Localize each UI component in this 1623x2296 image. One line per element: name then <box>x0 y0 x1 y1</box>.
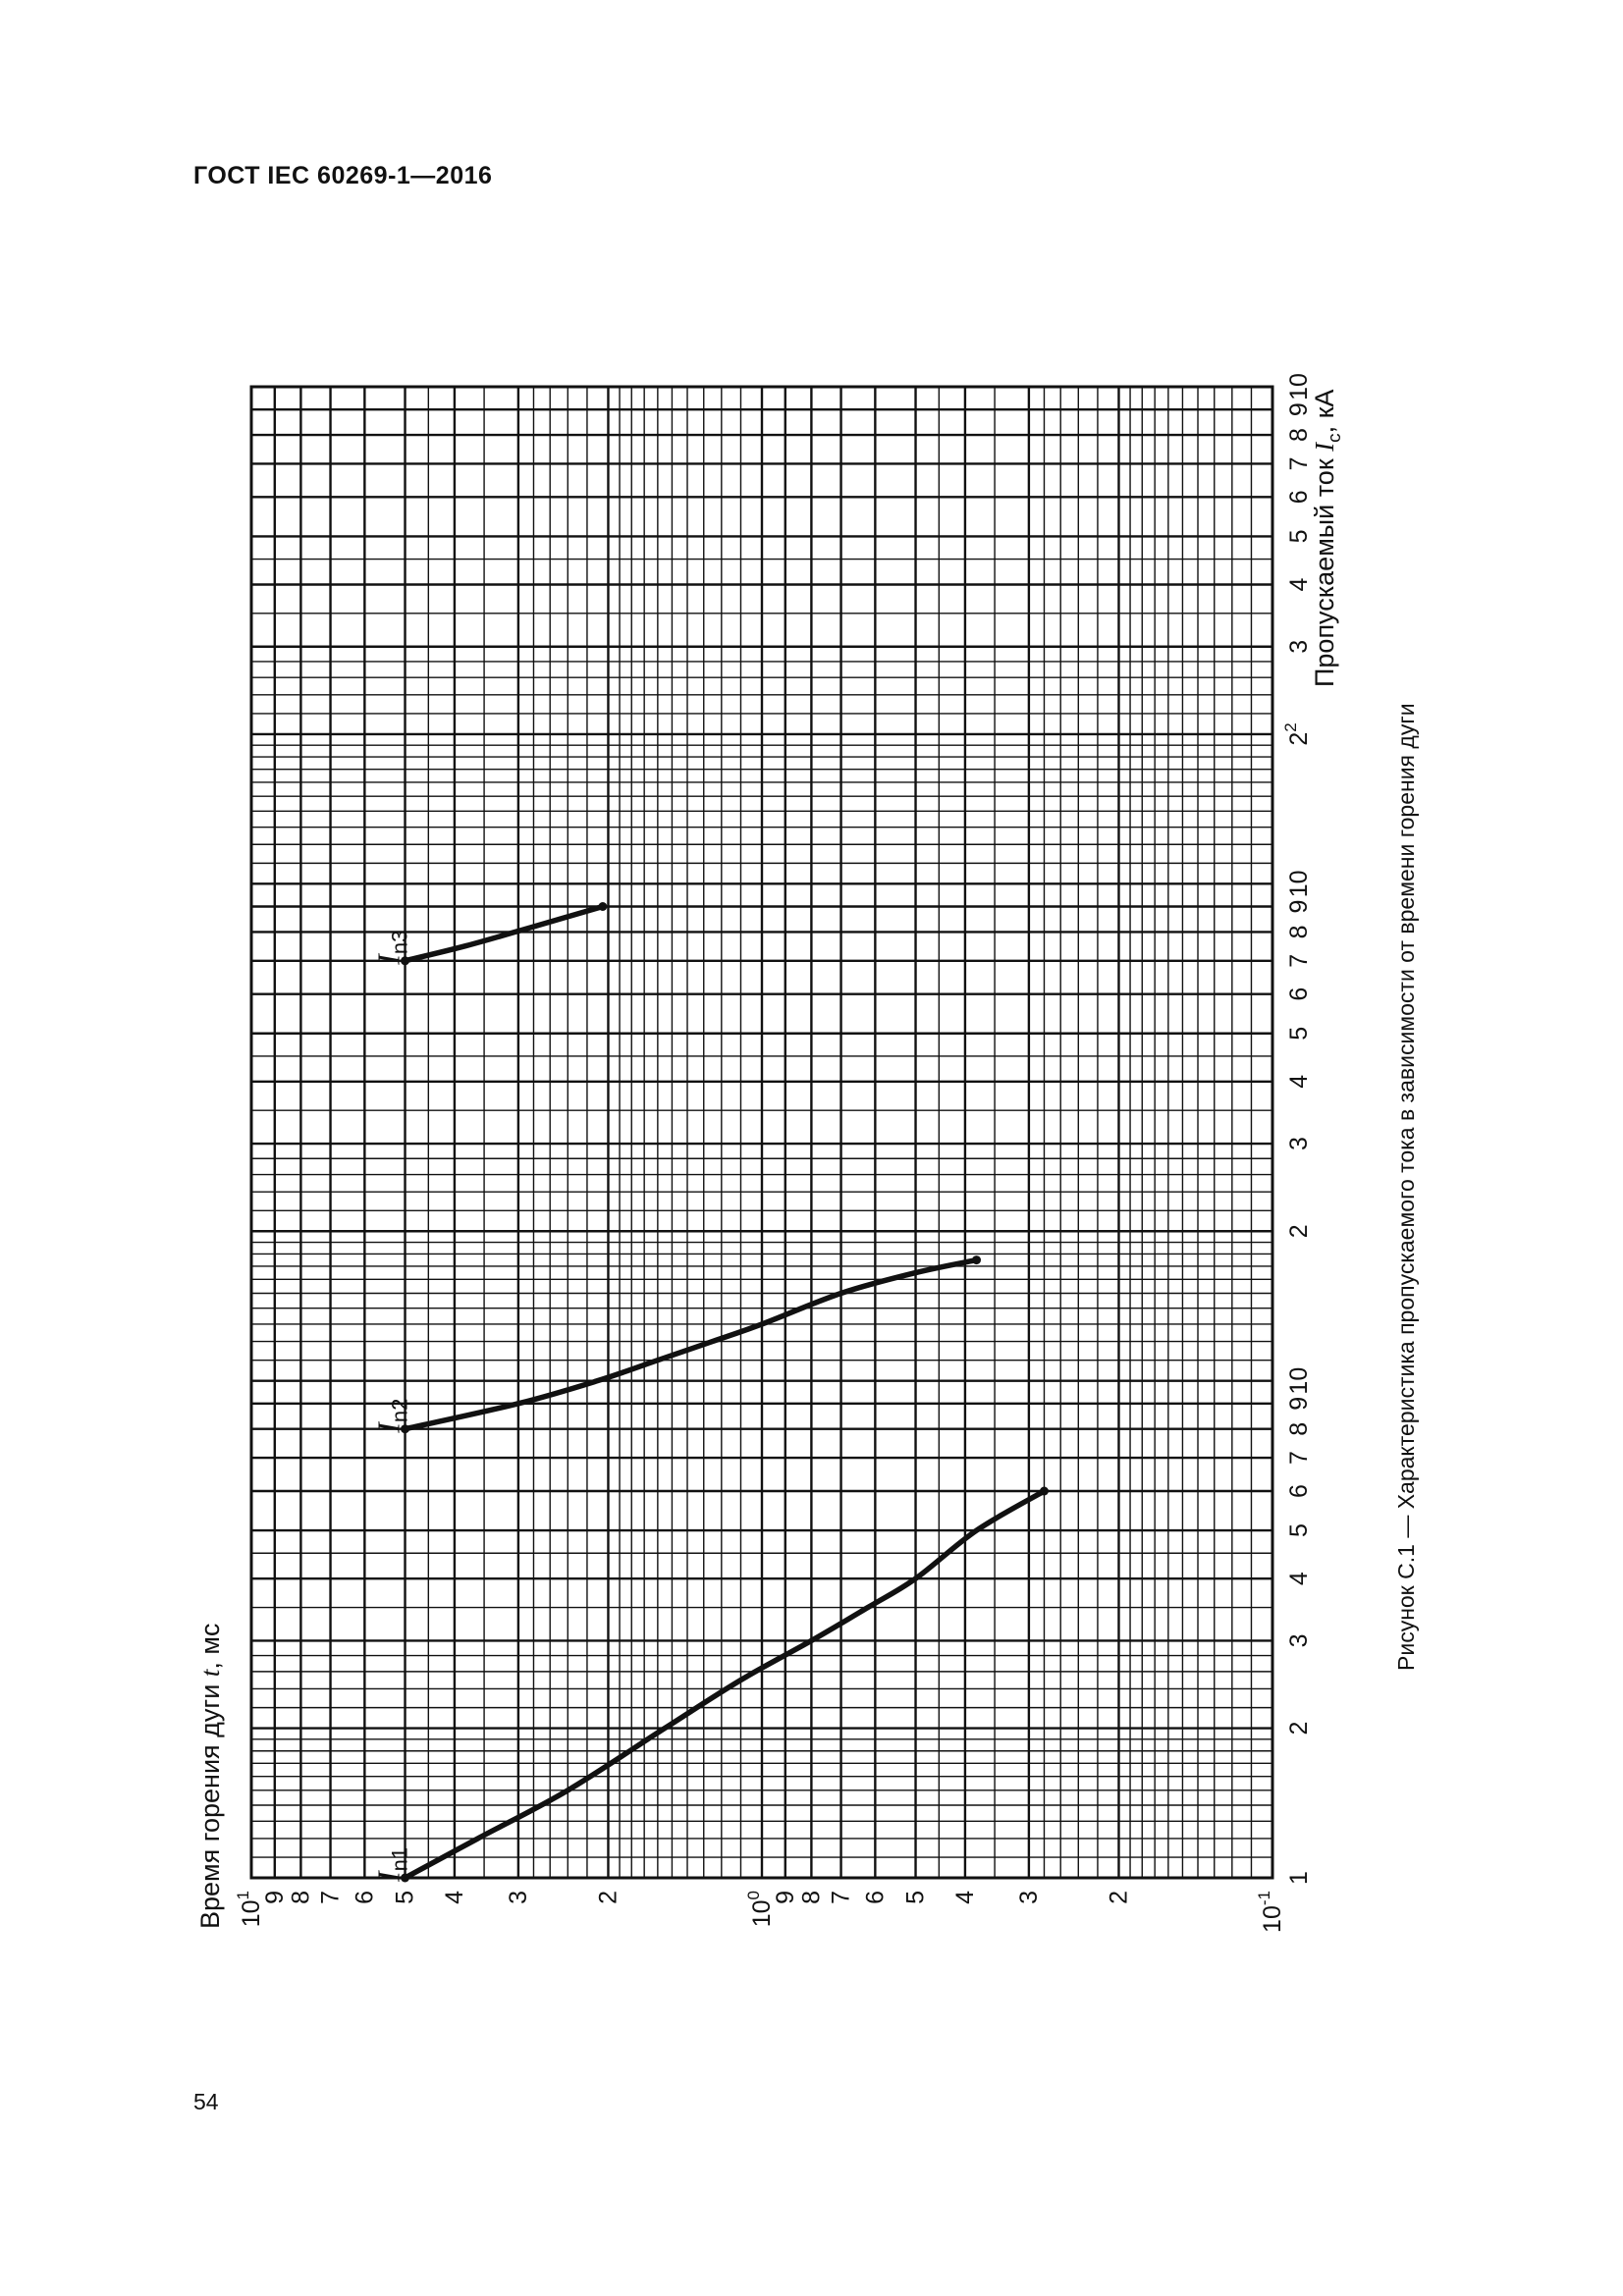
x-tick-label: 1 <box>1285 1871 1313 1885</box>
x-tick-label: 7 <box>1285 456 1313 470</box>
x-axis-label-part: , кА <box>1310 390 1339 434</box>
x-axis-label-part: c <box>1325 433 1345 442</box>
x-tick-label: 10 <box>1285 870 1313 897</box>
y-axis-label-part: Время горения дуги <box>195 1677 225 1929</box>
series-label-n3: In3 <box>371 931 412 966</box>
series-label-subscript: n1 <box>388 1847 412 1871</box>
series-start-point-n3 <box>401 956 410 966</box>
series-line-n3 <box>402 903 606 964</box>
x-axis-label-part: I <box>1310 441 1339 453</box>
series-line-n2 <box>402 1256 980 1432</box>
x-tick-label: 8 <box>1285 428 1313 442</box>
x-axis-label: Пропускаемый ток Ic, кА <box>1310 390 1345 687</box>
y-tick-label: 6 <box>861 1891 889 1904</box>
y-tick-label: 8 <box>287 1891 314 1904</box>
y-tick-label: 4 <box>951 1891 979 1904</box>
figure-caption: Рисунок С.1 — Характеристика пропускаемо… <box>1393 703 1419 1671</box>
y-tick-label: 2 <box>594 1891 622 1904</box>
y-tick-label: 7 <box>317 1891 345 1904</box>
y-tick-label: 3 <box>1015 1891 1043 1904</box>
document-header: ГОСТ IEC 60269-1—2016 <box>193 162 493 189</box>
series-end-point-n3 <box>598 902 608 912</box>
x-tick-label: 5 <box>1285 1523 1313 1537</box>
x-tick-label: 10 <box>1285 1367 1313 1395</box>
x-tick-label: 7 <box>1285 954 1313 968</box>
series-end-point-n2 <box>972 1255 982 1265</box>
y-tick-label: 5 <box>392 1891 419 1904</box>
y-tick-label: 2 <box>1105 1891 1132 1904</box>
x-tick-label: 3 <box>1285 1633 1313 1647</box>
y-tick-label: 10-1 <box>1255 1891 1286 1933</box>
series-start-point-n1 <box>401 1873 410 1883</box>
x-tick-label: 8 <box>1285 1422 1313 1436</box>
y-axis-label-part: , мс <box>195 1624 225 1670</box>
y-tick-label: 4 <box>441 1891 468 1904</box>
x-tick-label: 3 <box>1285 1137 1313 1150</box>
x-tick-label: 8 <box>1285 925 1313 938</box>
y-tick-label: 7 <box>828 1891 855 1904</box>
plot-frame <box>249 385 1274 1880</box>
y-tick-exponent: -1 <box>1255 1891 1273 1905</box>
x-tick-label: 7 <box>1285 1451 1313 1465</box>
x-tick-label: 9 <box>1285 1397 1313 1411</box>
x-tick-label: 5 <box>1285 529 1313 543</box>
y-tick-label: 3 <box>505 1891 532 1904</box>
series-line-n1 <box>402 1488 1048 1881</box>
y-tick-label: 9 <box>261 1891 289 1904</box>
y-tick-label: 5 <box>902 1891 930 1904</box>
y-tick-label: 101 <box>234 1891 265 1927</box>
y-axis-label: Время горения дуги t, мс <box>195 1624 225 1929</box>
x-tick-label: 10 <box>1285 373 1313 400</box>
x-tick-label: 6 <box>1285 490 1313 504</box>
chart-grid <box>249 385 1274 1880</box>
y-tick-label: 6 <box>351 1891 378 1904</box>
x-tick-label: 6 <box>1285 1484 1313 1498</box>
x-tick-label: 4 <box>1285 577 1313 591</box>
x-tick-label: 22 <box>1281 722 1313 745</box>
x-tick-label: 9 <box>1285 402 1313 416</box>
series-label-n1: In1 <box>371 1847 412 1883</box>
x-tick-label: 9 <box>1285 900 1313 914</box>
x-tick-label: 2 <box>1285 1224 1313 1238</box>
y-tick-exponent: 0 <box>744 1891 763 1899</box>
y-tick-label: 8 <box>797 1891 825 1904</box>
series-start-point-n2 <box>401 1424 410 1434</box>
chart-labels: Пропускаемый ток Ic, кА Время горения дуг… <box>195 390 1419 1929</box>
y-tick-exponent: 1 <box>234 1891 252 1899</box>
x-axis-label-part: Пропускаемый ток <box>1310 452 1339 687</box>
series-end-point-n1 <box>1039 1486 1049 1496</box>
x-tick-label: 4 <box>1285 1075 1313 1089</box>
x-tick-label: 2 <box>1285 1722 1313 1735</box>
series-label-subscript: n2 <box>388 1399 412 1422</box>
x-tick-label: 4 <box>1285 1572 1313 1585</box>
series-label-subscript: n3 <box>388 931 412 954</box>
x-tick-exponent: 2 <box>1281 722 1300 731</box>
x-tick-label: 6 <box>1285 988 1313 1001</box>
x-tick-label: 5 <box>1285 1027 1313 1041</box>
y-tick-label: 9 <box>772 1891 799 1904</box>
x-tick-label: 3 <box>1285 640 1313 654</box>
page-number: 54 <box>193 2089 219 2114</box>
y-axis-label-part: t <box>195 1668 225 1677</box>
